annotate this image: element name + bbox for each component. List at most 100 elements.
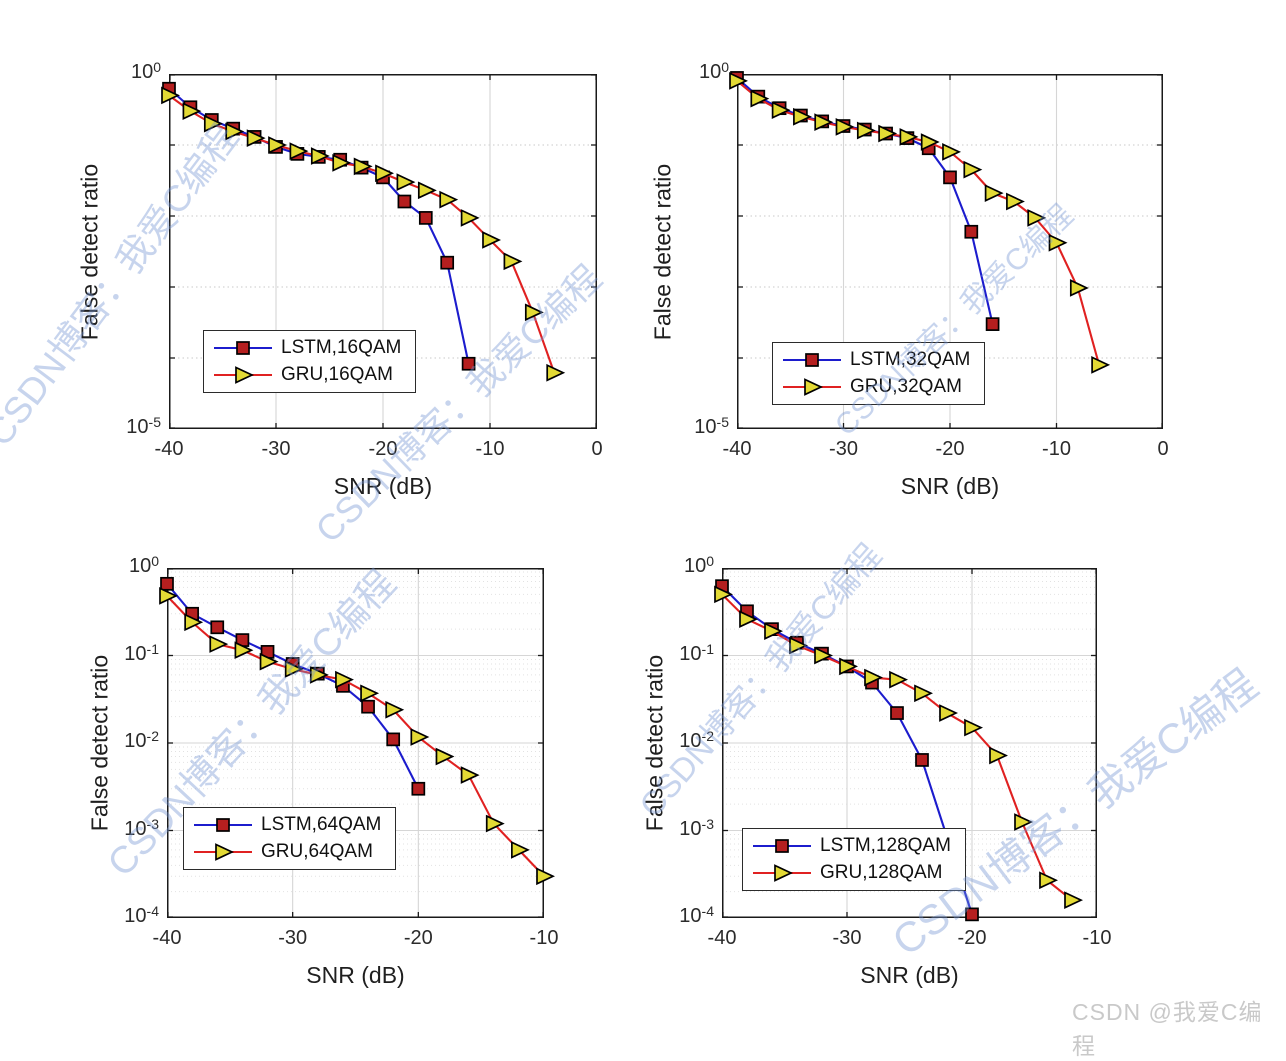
triangle-right-marker [485, 814, 505, 833]
square-marker [965, 907, 979, 922]
square-marker [160, 576, 174, 591]
triangle-right-marker [1039, 871, 1059, 890]
legend-entry: LSTM,16QAM [214, 337, 401, 359]
triangle-right-marker [203, 114, 223, 133]
subplot-16qam: -40 -30 -20 -10 0 100 10-5 SNR (dB) False detect… [77, 59, 603, 499]
x-tick-label: -40 [722, 438, 752, 460]
legend-label: LSTM,16QAM [281, 337, 402, 358]
y-axis-label: False detect ratio [86, 654, 113, 832]
legend-marker-sample [214, 366, 272, 384]
legend-label: GRU,64QAM [261, 841, 373, 862]
triangle-right-marker [335, 670, 354, 689]
triangle-right-marker [1064, 891, 1084, 909]
legend-entry: GRU,32QAM [783, 376, 970, 398]
triangle-right-marker [460, 766, 480, 784]
lstm-32qam-curve [730, 71, 1000, 331]
y-tick-label: 100 [698, 59, 729, 83]
triangle-right-marker [536, 867, 556, 886]
legend-label: LSTM,32QAM [850, 349, 971, 370]
triangle-right-marker [963, 160, 983, 179]
triangle-right-marker [771, 101, 791, 119]
y-tick-label: 10-5 [694, 414, 729, 438]
subplot-32qam: -40 -30 -20 -10 0 100 10-5 SNR (dB) False detect… [650, 59, 1169, 499]
legend-entry: LSTM,128QAM [753, 835, 951, 857]
triangle-right-marker [396, 173, 416, 191]
x-tick-label: -40 [152, 927, 182, 949]
gru-128qam-curve [714, 585, 1084, 909]
x-tick-label: -40 [154, 438, 184, 460]
triangle-right-marker [332, 154, 352, 172]
square-marker [210, 620, 225, 635]
y-axis-label: False detect ratio [649, 163, 676, 340]
x-tick-label: -30 [261, 438, 291, 460]
x-tick-label: -10 [475, 438, 505, 460]
x-tick-label: -30 [278, 927, 308, 949]
legend-entry: GRU,64QAM [194, 841, 381, 863]
square-marker [461, 356, 476, 371]
triangle-right-marker [439, 190, 459, 209]
legend-entry: GRU,128QAM [753, 862, 951, 884]
legend-label: LSTM,64QAM [261, 814, 382, 835]
triangle-right-marker [964, 718, 984, 737]
triangle-right-marker [814, 646, 834, 665]
x-axis-label: SNR (dB) [860, 962, 959, 988]
triangle-right-marker [1069, 279, 1089, 297]
triangle-right-marker [1048, 233, 1068, 252]
triangle-right-marker [856, 121, 876, 140]
plot-area-128qam [714, 568, 1097, 922]
x-tick-label: -20 [935, 438, 965, 460]
triangle-right-marker [482, 231, 502, 249]
triangle-right-marker [1014, 813, 1034, 831]
x-tick-label: -40 [707, 927, 737, 949]
x-tick-label: -20 [368, 438, 398, 460]
square-marker [985, 317, 1000, 331]
triangle-right-marker [503, 252, 523, 271]
y-tick-label: 10-2 [679, 728, 714, 752]
gru-16qam-curve [161, 86, 566, 382]
y-tick-label: 100 [130, 59, 161, 83]
triangle-right-marker [914, 684, 934, 703]
triangle-right-marker [259, 652, 279, 671]
square-marker [964, 224, 979, 239]
plot-area-16qam [161, 74, 597, 429]
square-marker [361, 699, 375, 714]
triangle-right-marker [417, 181, 437, 200]
square-marker [915, 753, 929, 767]
legend-entry: LSTM,64QAM [194, 814, 381, 836]
triangle-right-marker [511, 841, 530, 859]
y-tick-label: 10-4 [124, 903, 159, 927]
triangle-right-marker [435, 747, 455, 766]
x-axis-label: SNR (dB) [306, 962, 405, 988]
triangle-right-marker [789, 636, 809, 655]
plot-area-64qam [159, 568, 556, 918]
triangle-right-marker [714, 585, 734, 604]
triangle-right-marker [814, 113, 834, 131]
triangle-right-marker [310, 147, 330, 165]
x-tick-label: -10 [529, 927, 559, 949]
y-axis-label: False detect ratio [641, 654, 668, 832]
subplot-128qam: -40 -30 -20 -10 100 10-1 10-2 10-3 10-4 SNR (dB) F… [642, 553, 1112, 988]
triangle-right-marker [839, 657, 859, 676]
triangle-right-marker [353, 157, 373, 176]
x-axis-label: SNR (dB) [900, 473, 1000, 499]
triangle-right-marker [729, 72, 749, 90]
legend-32qam: LSTM,32QAM GRU,32QAM [772, 342, 986, 405]
triangle-right-marker [864, 668, 884, 687]
triangle-right-marker [375, 164, 395, 183]
triangle-right-marker [289, 142, 309, 160]
x-tick-label: -30 [829, 438, 858, 460]
triangle-right-marker [1027, 209, 1047, 227]
legend-16qam: LSTM,16QAM GRU,16QAM [203, 330, 417, 393]
square-marker [440, 255, 455, 270]
legend-label: GRU,128QAM [820, 862, 943, 883]
triangle-right-marker [161, 86, 181, 105]
triangle-right-marker [360, 684, 380, 703]
subplot-64qam: -40 -30 -20 -10 100 10-1 10-2 10-3 10-4 SNR (dB) F… [87, 553, 559, 988]
square-marker [943, 170, 957, 185]
csdn-footer-watermark: CSDN @我爱C编程 [1072, 999, 1263, 1059]
legend-marker-sample [194, 818, 252, 832]
y-tick-label: 10-1 [679, 640, 714, 665]
triangle-right-marker [546, 363, 566, 382]
triangle-right-marker [385, 700, 405, 719]
triangle-right-marker [410, 728, 430, 746]
